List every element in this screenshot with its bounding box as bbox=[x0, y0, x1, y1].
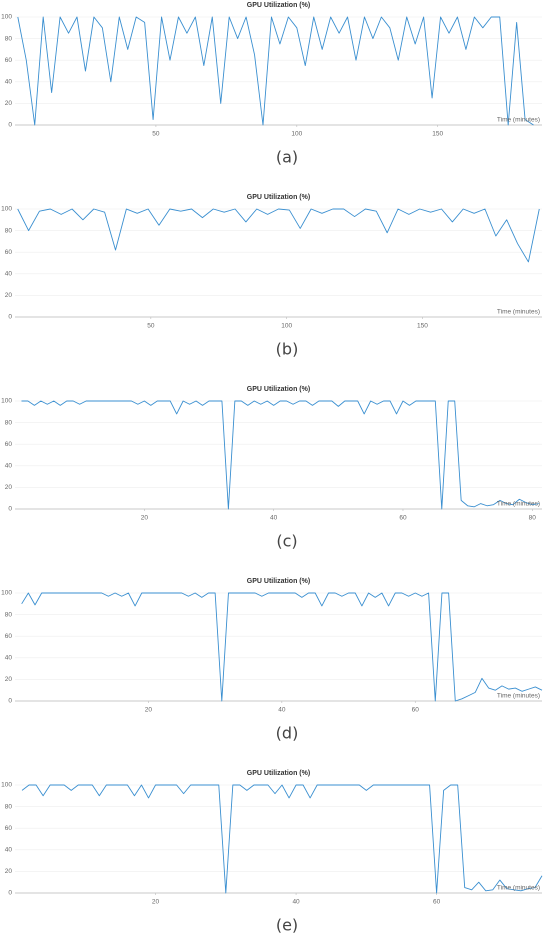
y-tick-label: 0 bbox=[8, 890, 12, 897]
x-axis-label: Time (minutes) bbox=[497, 693, 540, 700]
x-axis-label: Time (minutes) bbox=[497, 309, 540, 316]
caption: (a) bbox=[276, 148, 298, 167]
x-axis-label: Time (minutes) bbox=[497, 117, 540, 124]
x-tick-label: 150 bbox=[432, 131, 443, 138]
y-tick-label: 40 bbox=[5, 271, 13, 278]
y-tick-label: 80 bbox=[5, 35, 13, 42]
y-tick-label: 40 bbox=[5, 463, 13, 470]
data-line bbox=[21, 400, 539, 510]
y-tick-label: 20 bbox=[5, 100, 13, 107]
y-tick-label: 60 bbox=[5, 441, 13, 448]
y-tick-label: 100 bbox=[1, 782, 12, 789]
data-line bbox=[21, 784, 543, 894]
y-tick-label: 100 bbox=[1, 14, 12, 21]
x-tick-label: 20 bbox=[145, 707, 153, 714]
x-tick-label: 80 bbox=[529, 515, 537, 522]
y-tick-label: 20 bbox=[5, 292, 13, 299]
x-tick-label: 60 bbox=[412, 707, 420, 714]
chart-title: GPU Utilization (%) bbox=[247, 578, 310, 585]
y-tick-label: 60 bbox=[5, 57, 13, 64]
y-tick-label: 0 bbox=[8, 122, 12, 129]
y-tick-label: 20 bbox=[5, 484, 13, 491]
caption: (e) bbox=[276, 916, 298, 934]
data-line bbox=[21, 592, 543, 702]
y-tick-label: 80 bbox=[5, 611, 13, 618]
x-tick-label: 100 bbox=[281, 323, 292, 330]
x-tick-label: 60 bbox=[433, 899, 441, 906]
x-tick-label: 40 bbox=[278, 707, 286, 714]
y-tick-label: 20 bbox=[5, 868, 13, 875]
caption: (d) bbox=[276, 724, 299, 743]
x-tick-label: 40 bbox=[292, 899, 300, 906]
y-tick-label: 40 bbox=[5, 79, 13, 86]
x-tick-label: 60 bbox=[399, 515, 407, 522]
x-axis-label: Time (minutes) bbox=[497, 885, 540, 892]
x-tick-label: 150 bbox=[417, 323, 428, 330]
y-tick-label: 0 bbox=[8, 314, 12, 321]
data-line bbox=[17, 16, 534, 126]
x-axis-label: Time (minutes) bbox=[497, 501, 540, 508]
y-tick-label: 80 bbox=[5, 803, 13, 810]
chart-title: GPU Utilization (%) bbox=[247, 386, 310, 393]
y-tick-label: 20 bbox=[5, 676, 13, 683]
caption: (c) bbox=[276, 532, 297, 551]
y-tick-label: 100 bbox=[1, 206, 12, 213]
x-tick-label: 40 bbox=[270, 515, 278, 522]
y-tick-label: 100 bbox=[1, 398, 12, 405]
x-tick-label: 20 bbox=[141, 515, 149, 522]
x-tick-label: 50 bbox=[147, 323, 155, 330]
y-tick-label: 0 bbox=[8, 506, 12, 513]
y-tick-label: 60 bbox=[5, 825, 13, 832]
chart-title: GPU Utilization (%) bbox=[247, 194, 310, 201]
caption: (b) bbox=[276, 340, 299, 359]
x-tick-label: 20 bbox=[152, 899, 160, 906]
y-tick-label: 60 bbox=[5, 249, 13, 256]
y-tick-label: 60 bbox=[5, 633, 13, 640]
x-tick-label: 100 bbox=[291, 131, 302, 138]
chart-title: GPU Utilization (%) bbox=[247, 2, 310, 9]
y-tick-label: 40 bbox=[5, 655, 13, 662]
y-tick-label: 0 bbox=[8, 698, 12, 705]
y-tick-label: 100 bbox=[1, 590, 12, 597]
y-tick-label: 40 bbox=[5, 847, 13, 854]
y-tick-label: 80 bbox=[5, 227, 13, 234]
data-line bbox=[17, 208, 540, 263]
y-tick-label: 80 bbox=[5, 419, 13, 426]
x-tick-label: 50 bbox=[152, 131, 160, 138]
chart-title: GPU Utilization (%) bbox=[247, 770, 310, 777]
